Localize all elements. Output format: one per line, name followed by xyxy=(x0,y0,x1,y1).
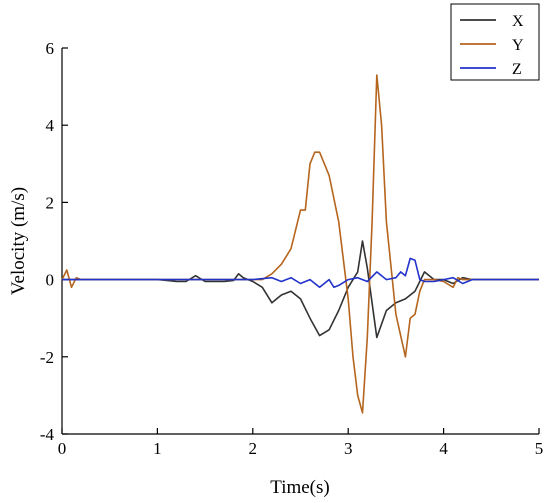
x-tick-label: 0 xyxy=(58,439,67,458)
y-tick-label: 4 xyxy=(46,116,55,135)
y-tick-label: 6 xyxy=(46,39,55,58)
x-tick-label: 4 xyxy=(439,439,448,458)
x-tick-label: 1 xyxy=(153,439,162,458)
series-line-y xyxy=(61,74,539,414)
x-ticks: 0 1 2 3 4 5 xyxy=(58,428,544,458)
x-tick-label: 5 xyxy=(535,439,544,458)
legend-items: XYZ xyxy=(460,13,524,78)
y-tick-label: -2 xyxy=(40,348,54,367)
legend: XYZ xyxy=(450,3,540,81)
x-tick-label: 2 xyxy=(249,439,258,458)
series-line-z xyxy=(62,257,539,289)
x-tick-label: 3 xyxy=(344,439,353,458)
y-tick-label: 2 xyxy=(46,193,55,212)
x-axis-title: Time(s) xyxy=(270,477,329,498)
legend-label-z: Z xyxy=(512,61,522,78)
y-tick-label: 0 xyxy=(46,271,55,290)
legend-label-y: Y xyxy=(512,37,524,54)
series-line-x xyxy=(62,240,539,339)
legend-label-x: X xyxy=(512,13,524,30)
y-tick-label: -4 xyxy=(40,425,55,444)
plot-area: 0 1 2 3 4 5 -4 -2 0 2 4 6 xyxy=(40,39,543,458)
y-ticks: -4 -2 0 2 4 6 xyxy=(40,39,68,444)
series-lines xyxy=(61,74,539,414)
y-axis-title: Velocity (m/s) xyxy=(8,187,29,295)
